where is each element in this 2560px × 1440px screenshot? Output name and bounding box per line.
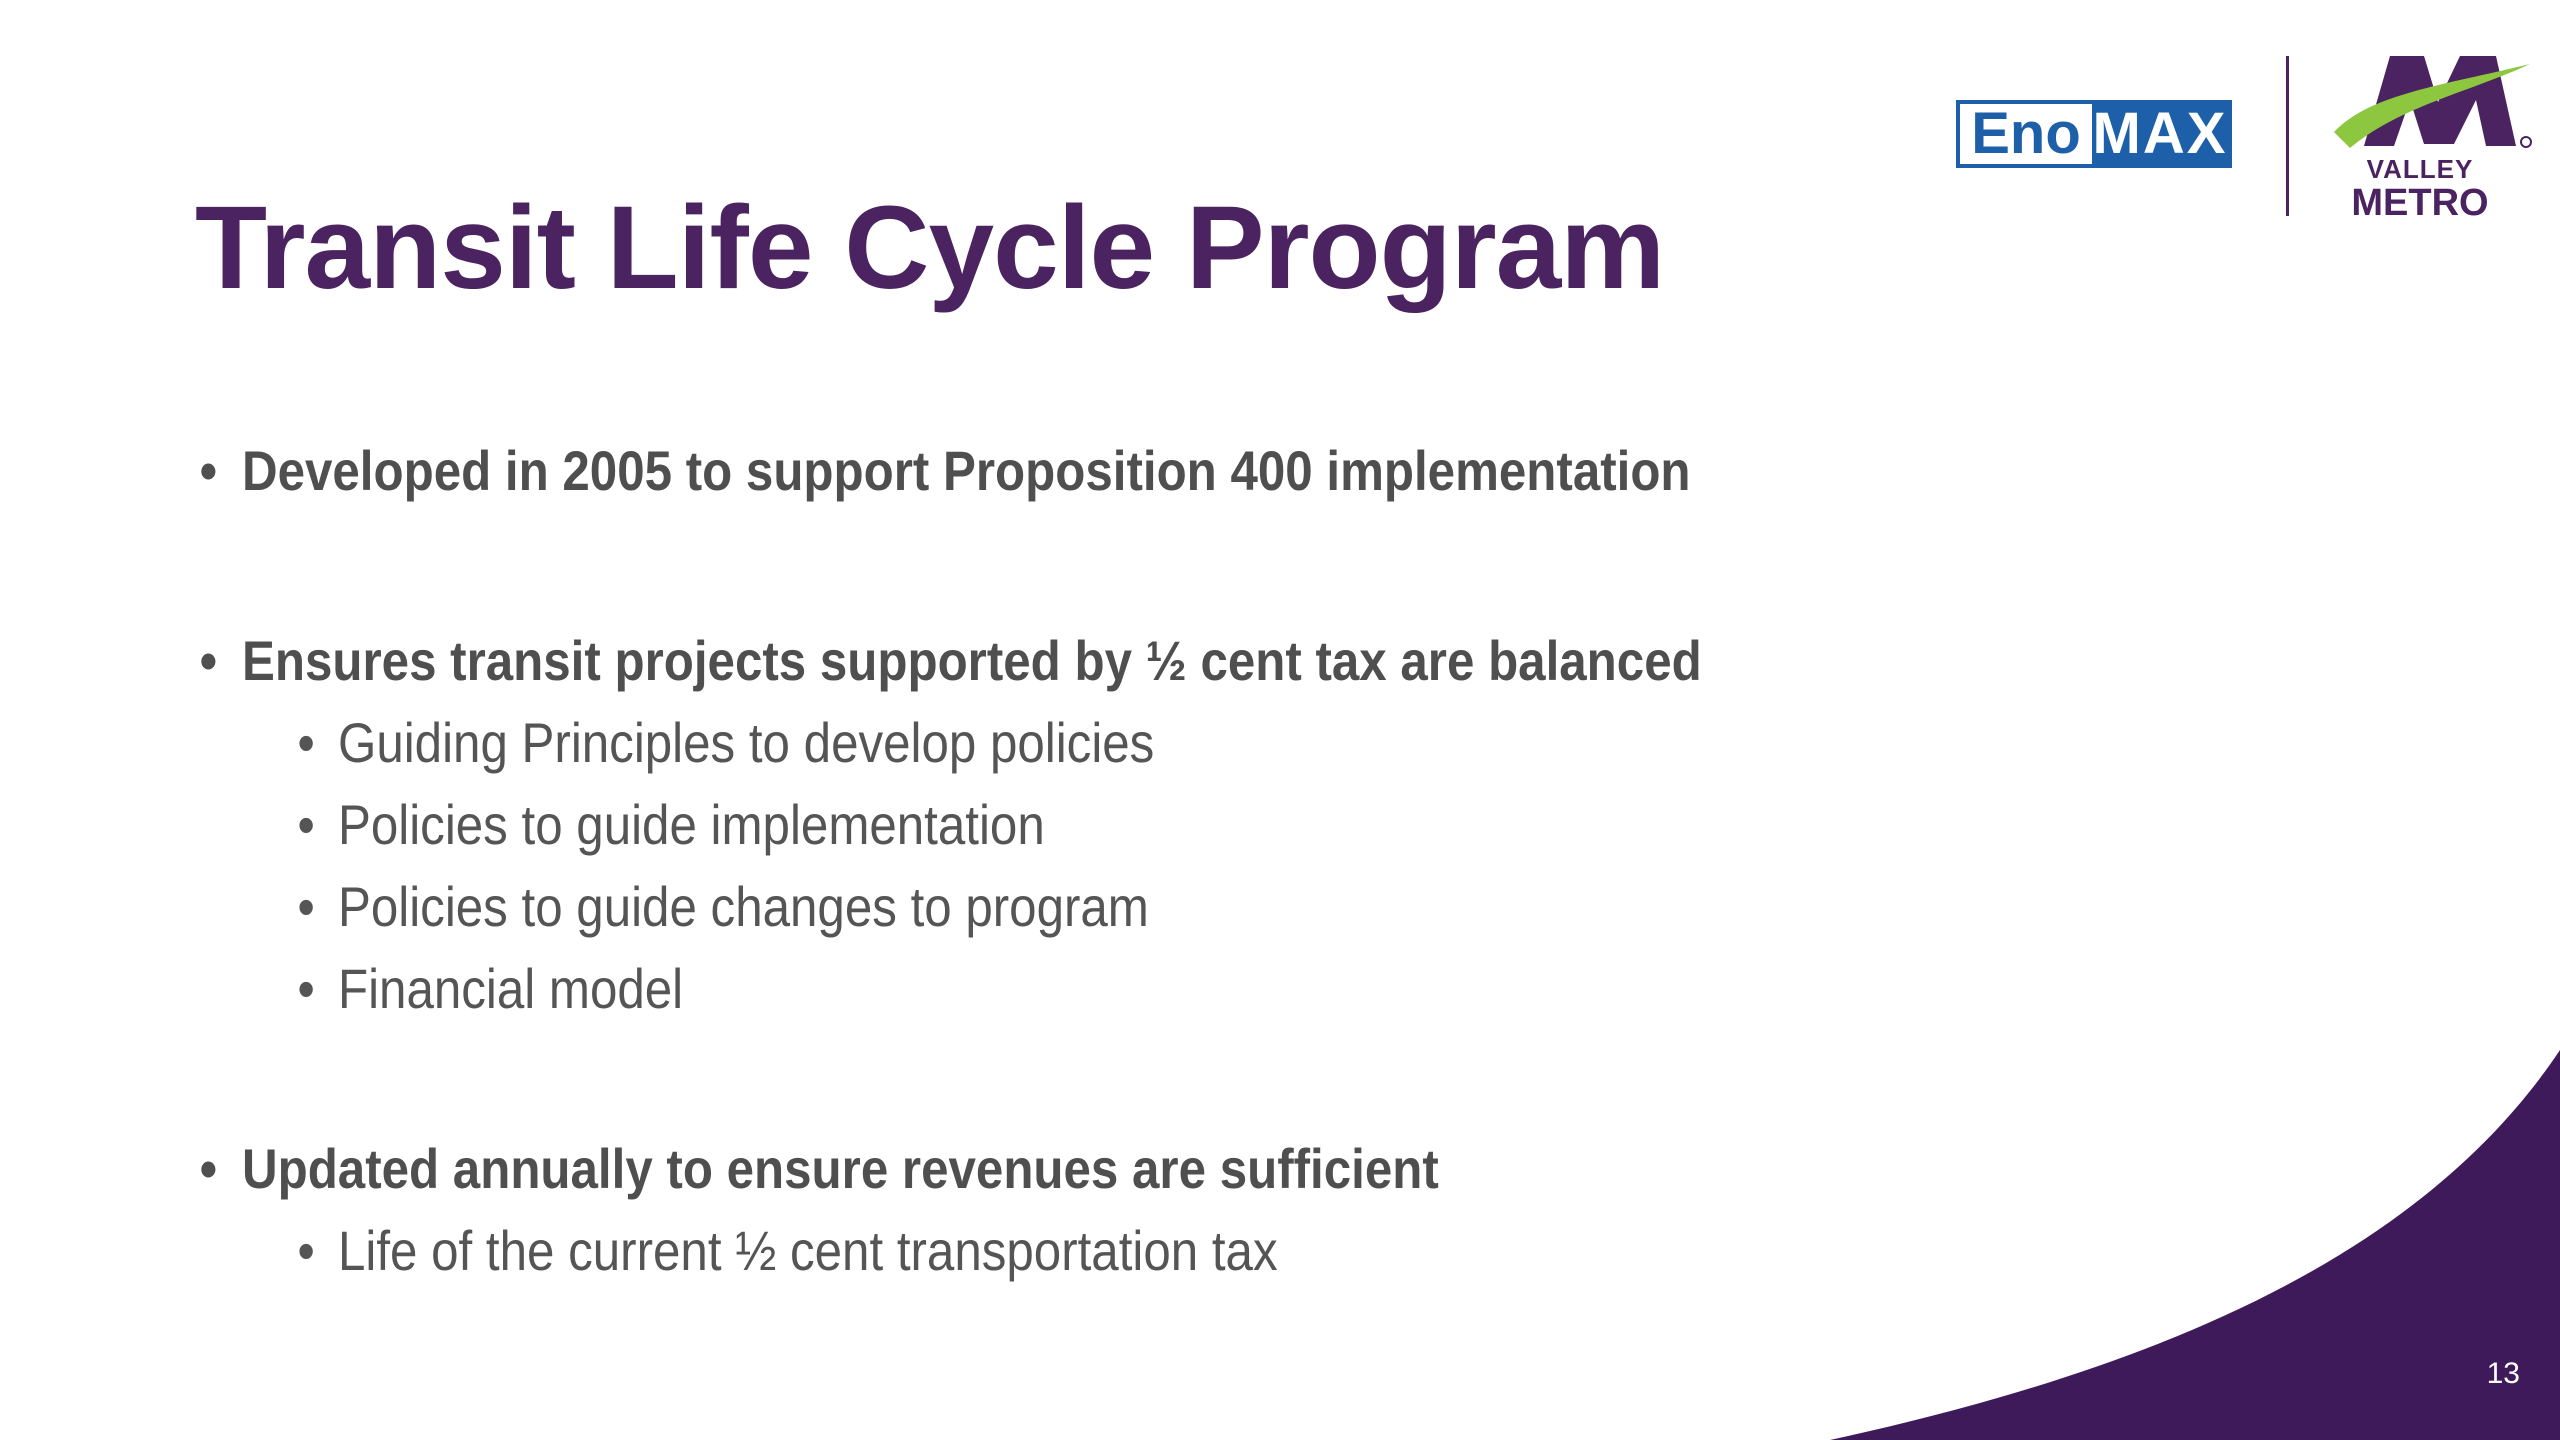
logo-divider xyxy=(2286,56,2289,216)
bullet-text: Policies to guide implementation xyxy=(338,793,1045,856)
bullet-dot: • xyxy=(297,957,315,1020)
bullet-text: Policies to guide changes to program xyxy=(338,875,1149,938)
bullet-dot: • xyxy=(297,711,315,774)
sub-bullet-item: • Guiding Principles to develop policies xyxy=(298,710,1155,776)
bullet-text: Developed in 2005 to support Proposition… xyxy=(242,439,1691,502)
valley-metro-logo-line1: VALLEY xyxy=(2366,154,2474,184)
valley-metro-m-icon xyxy=(2334,56,2532,148)
bullet-dot: • xyxy=(297,875,315,938)
bullet-dot: • xyxy=(297,1219,315,1282)
slide-title: Transit Life Cycle Program xyxy=(195,182,1665,314)
bullet-text: Guiding Principles to develop policies xyxy=(338,711,1155,774)
page-number: 13 xyxy=(2486,1357,2520,1390)
valley-metro-logo-line2: METRO xyxy=(2351,182,2489,224)
bullet-dot: • xyxy=(199,439,218,502)
bullet-dot: • xyxy=(199,629,218,692)
bullet-text: Updated annually to ensure revenues are … xyxy=(242,1137,1439,1200)
bullet-dot: • xyxy=(297,793,315,856)
bullet-text: Ensures transit projects supported by ½ … xyxy=(242,629,1702,692)
sub-bullet-item: • Policies to guide changes to program xyxy=(298,874,1149,940)
enomax-logo-eno: Eno xyxy=(1971,101,2081,166)
enomax-logo-max: MAX xyxy=(2092,101,2228,166)
sub-bullet-item: • Life of the current ½ cent transportat… xyxy=(298,1218,1278,1284)
bullet-dot: • xyxy=(199,1137,218,1200)
bullet-item: • Updated annually to ensure revenues ar… xyxy=(200,1136,1439,1202)
sub-bullet-item: • Policies to guide implementation xyxy=(298,792,1045,858)
enomax-logo: Eno MAX xyxy=(1956,100,2232,168)
bullet-item: • Ensures transit projects supported by … xyxy=(200,628,1702,694)
bullet-text: Life of the current ½ cent transportatio… xyxy=(338,1219,1278,1282)
sub-bullet-item: • Financial model xyxy=(298,956,684,1022)
bullet-item: • Developed in 2005 to support Propositi… xyxy=(200,438,1691,504)
bullet-text: Financial model xyxy=(338,957,684,1020)
